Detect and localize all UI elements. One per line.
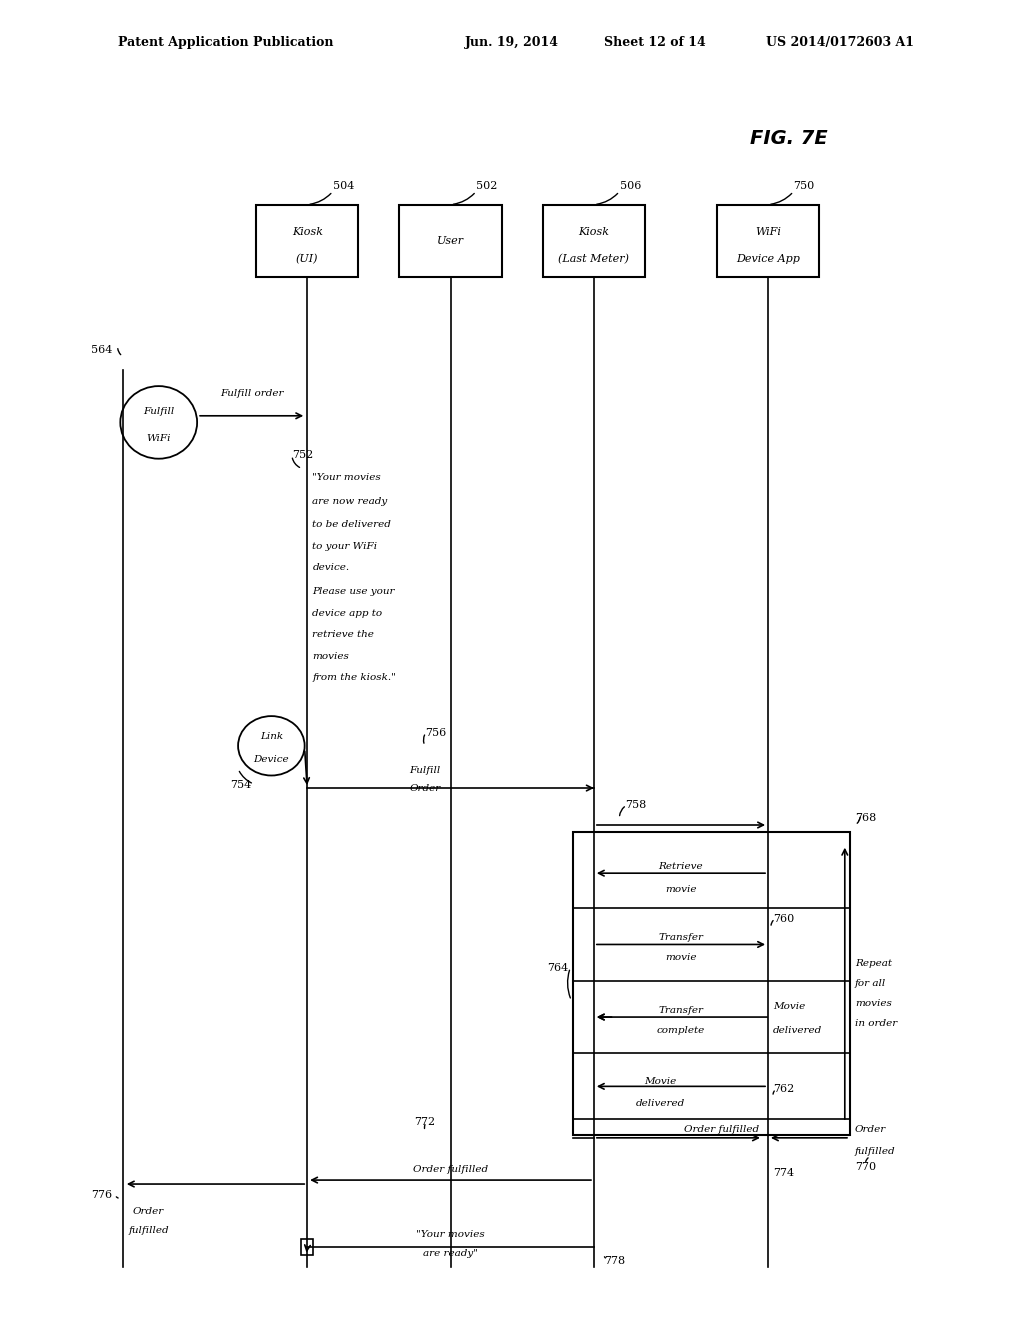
Text: 506: 506 (620, 181, 641, 191)
Text: Transfer: Transfer (658, 1006, 703, 1015)
Bar (301, 1239, 313, 1255)
Text: Repeat: Repeat (855, 960, 892, 968)
Text: WiFi: WiFi (755, 227, 781, 238)
Text: Order fulfilled: Order fulfilled (413, 1166, 488, 1173)
Text: Device: Device (254, 755, 289, 763)
Text: fulfilled: fulfilled (128, 1226, 169, 1234)
Text: 762: 762 (773, 1084, 795, 1094)
Bar (543, 205, 645, 277)
Text: Transfer: Transfer (658, 933, 703, 942)
Text: 564: 564 (91, 345, 113, 355)
Text: 760: 760 (773, 913, 795, 924)
Text: (UI): (UI) (296, 253, 318, 264)
Text: device.: device. (312, 564, 349, 572)
Text: Link: Link (260, 733, 283, 741)
Text: 504: 504 (333, 181, 354, 191)
Text: Movie: Movie (644, 1077, 677, 1085)
Text: 768: 768 (855, 813, 877, 824)
Text: US 2014/0172603 A1: US 2014/0172603 A1 (766, 36, 913, 49)
Text: movies: movies (855, 999, 892, 1007)
Text: Patent Application Publication: Patent Application Publication (118, 36, 333, 49)
Text: to your WiFi: to your WiFi (312, 543, 378, 550)
Text: Jun. 19, 2014: Jun. 19, 2014 (465, 36, 559, 49)
Text: (Last Meter): (Last Meter) (558, 253, 630, 264)
Text: User: User (437, 236, 464, 246)
Text: delivered: delivered (773, 1026, 822, 1035)
Text: Order: Order (133, 1208, 164, 1216)
Text: 770: 770 (855, 1162, 877, 1172)
Bar (399, 205, 502, 277)
Text: 750: 750 (794, 181, 815, 191)
Text: in order: in order (855, 1019, 897, 1027)
Text: 758: 758 (625, 800, 646, 810)
Text: Kiosk: Kiosk (579, 227, 609, 238)
Text: to be delivered: to be delivered (312, 520, 391, 528)
Text: 502: 502 (476, 181, 498, 191)
Text: Device App: Device App (736, 253, 800, 264)
Text: 778: 778 (604, 1255, 626, 1266)
Bar (717, 205, 819, 277)
Text: 772: 772 (415, 1117, 435, 1127)
Text: movie: movie (666, 884, 696, 894)
Bar (256, 205, 358, 277)
Text: "Your movies: "Your movies (312, 474, 381, 482)
Text: Please use your: Please use your (312, 587, 395, 595)
Text: 754: 754 (229, 780, 251, 791)
Text: 756: 756 (425, 727, 446, 738)
Text: delivered: delivered (636, 1100, 685, 1107)
Text: FIG. 7E: FIG. 7E (750, 129, 827, 148)
Text: are now ready: are now ready (312, 498, 387, 506)
Text: Fulfill order: Fulfill order (220, 389, 284, 397)
Text: for all: for all (855, 979, 887, 987)
Text: are ready": are ready" (423, 1250, 478, 1258)
Text: Retrieve: Retrieve (658, 862, 703, 871)
Text: Fulfill: Fulfill (143, 408, 174, 416)
Bar (573, 832, 850, 1135)
Text: Order fulfilled: Order fulfilled (684, 1126, 760, 1134)
Text: "Your movies: "Your movies (416, 1230, 485, 1238)
Text: Order: Order (855, 1126, 887, 1134)
Text: movie: movie (666, 953, 696, 962)
Text: fulfilled: fulfilled (855, 1147, 896, 1155)
Text: Sheet 12 of 14: Sheet 12 of 14 (604, 36, 707, 49)
Text: retrieve the: retrieve the (312, 631, 374, 639)
Text: 774: 774 (773, 1168, 795, 1179)
Text: movies: movies (312, 652, 349, 660)
Text: device app to: device app to (312, 610, 382, 618)
Text: 764: 764 (547, 962, 568, 973)
Text: Movie: Movie (773, 1002, 805, 1011)
Text: 752: 752 (292, 450, 313, 461)
Text: Fulfill: Fulfill (410, 767, 440, 775)
Ellipse shape (238, 715, 305, 776)
Text: WiFi: WiFi (146, 434, 171, 442)
Text: 776: 776 (91, 1189, 113, 1200)
Ellipse shape (121, 385, 197, 458)
Text: Order: Order (410, 784, 440, 792)
Text: Kiosk: Kiosk (292, 227, 323, 238)
Text: from the kiosk.": from the kiosk." (312, 673, 396, 681)
Text: complete: complete (656, 1026, 706, 1035)
